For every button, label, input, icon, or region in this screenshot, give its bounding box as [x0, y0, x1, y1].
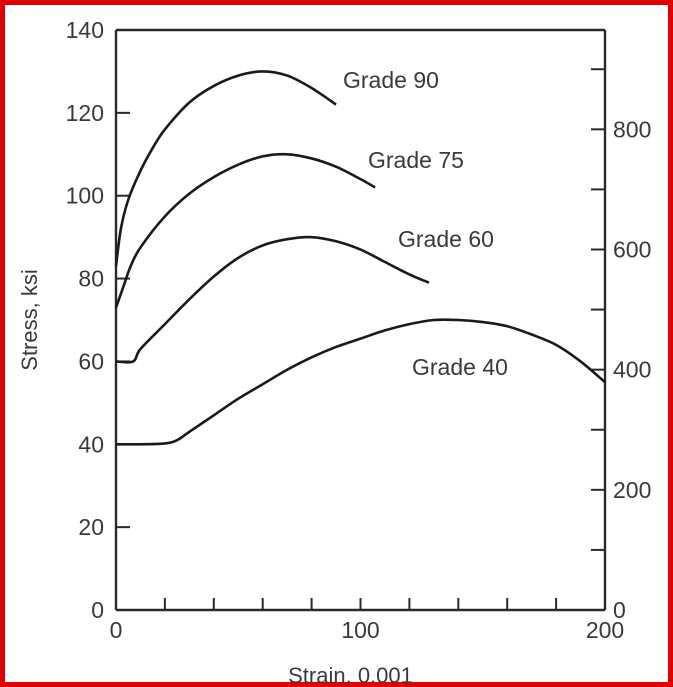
x-axis-title: Strain, 0.001	[288, 663, 413, 687]
y-tick-label: 100	[66, 183, 104, 209]
right-tick-label: 800	[613, 116, 651, 142]
right-tick-label: 600	[613, 236, 651, 262]
curve-label-grade-90: Grade 90	[343, 67, 439, 93]
right-tick-label: 400	[613, 357, 651, 383]
x-tick-label: 100	[341, 617, 379, 643]
y-tick-label: 0	[91, 597, 104, 623]
series-line-grade-90	[114, 70, 337, 267]
curve-labels: Grade 90 Grade 75 Grade 60 Grade 40	[343, 67, 508, 380]
curve-label-grade-75: Grade 75	[368, 147, 464, 173]
right-tick-label: 200	[613, 477, 651, 503]
x-tick-label: 200	[586, 617, 624, 643]
right-tick-label: 0	[613, 597, 626, 623]
y-tick-label: 140	[66, 17, 104, 43]
y-tick-label: 20	[78, 514, 104, 540]
y-tick-label: 120	[66, 100, 104, 126]
curve-label-grade-60: Grade 60	[398, 226, 494, 252]
curves	[114, 70, 606, 446]
y-tick-label: 60	[78, 348, 104, 374]
series-line-grade-60	[115, 235, 430, 364]
y-axis-title: Stress, ksi	[17, 269, 42, 370]
x-tick-label: 0	[110, 617, 123, 643]
series-line-grade-40	[115, 318, 606, 446]
curve-label-grade-40: Grade 40	[412, 354, 508, 380]
y-tick-label: 80	[78, 266, 104, 292]
series-line-grade-75	[114, 152, 376, 309]
y-tick-label: 40	[78, 431, 104, 457]
